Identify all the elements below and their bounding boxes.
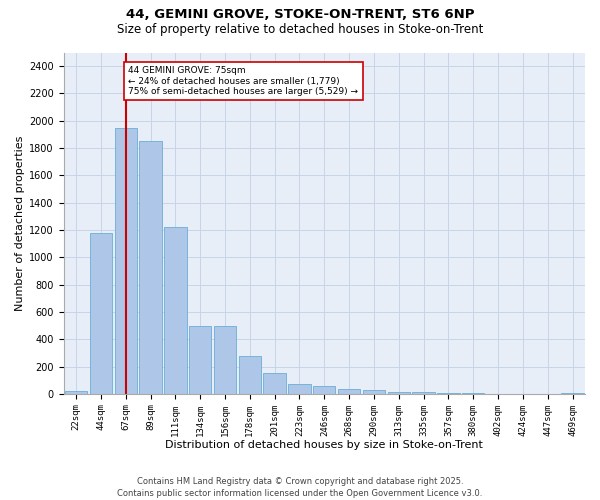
Bar <box>313 386 335 394</box>
Bar <box>462 393 484 394</box>
Bar <box>388 392 410 394</box>
Bar <box>90 234 112 394</box>
Text: Contains HM Land Registry data © Crown copyright and database right 2025.
Contai: Contains HM Land Registry data © Crown c… <box>118 476 482 498</box>
Bar <box>289 384 311 394</box>
X-axis label: Distribution of detached houses by size in Stoke-on-Trent: Distribution of detached houses by size … <box>166 440 483 450</box>
Bar <box>65 391 87 394</box>
Text: 44, GEMINI GROVE, STOKE-ON-TRENT, ST6 6NP: 44, GEMINI GROVE, STOKE-ON-TRENT, ST6 6N… <box>126 8 474 20</box>
Bar <box>437 393 460 394</box>
Text: 44 GEMINI GROVE: 75sqm
← 24% of detached houses are smaller (1,779)
75% of semi-: 44 GEMINI GROVE: 75sqm ← 24% of detached… <box>128 66 358 96</box>
Bar <box>338 389 361 394</box>
Bar <box>164 226 187 394</box>
Bar <box>115 128 137 394</box>
Bar <box>263 372 286 394</box>
Bar <box>412 392 435 394</box>
Text: Size of property relative to detached houses in Stoke-on-Trent: Size of property relative to detached ho… <box>117 22 483 36</box>
Bar <box>363 390 385 394</box>
Bar <box>562 393 584 394</box>
Bar <box>189 326 211 394</box>
Y-axis label: Number of detached properties: Number of detached properties <box>15 136 25 311</box>
Bar <box>214 326 236 394</box>
Bar <box>139 142 162 394</box>
Bar <box>239 356 261 394</box>
